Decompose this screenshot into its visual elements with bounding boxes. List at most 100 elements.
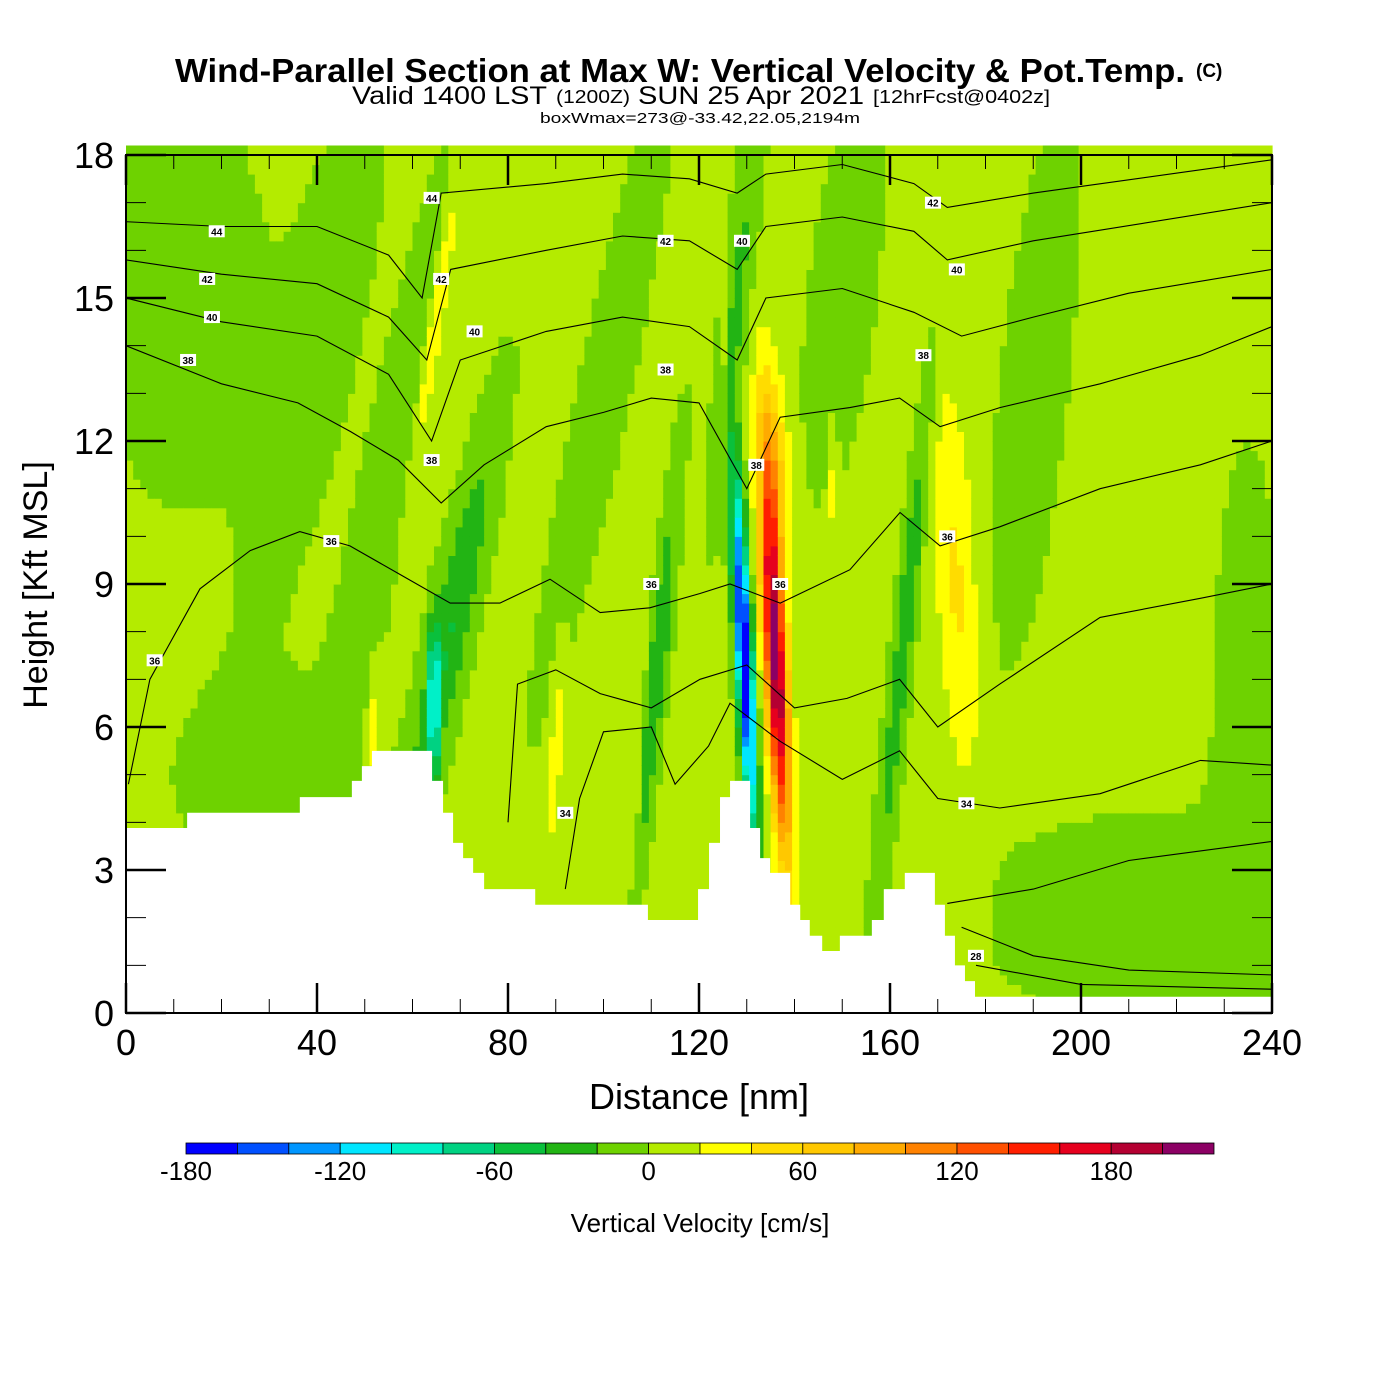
velocity-cell xyxy=(412,679,421,690)
velocity-cell xyxy=(469,679,478,690)
velocity-cell xyxy=(419,593,428,604)
velocity-cell xyxy=(484,383,492,394)
velocity-cell xyxy=(369,298,378,309)
velocity-cell xyxy=(398,717,406,728)
velocity-cell xyxy=(441,183,449,194)
velocity-cell xyxy=(326,155,335,166)
velocity-cell xyxy=(333,507,342,518)
velocity-cell xyxy=(233,584,242,595)
velocity-cell xyxy=(140,593,149,604)
velocity-cell xyxy=(419,250,428,261)
velocity-cell xyxy=(126,717,134,728)
velocity-cell xyxy=(154,564,163,575)
velocity-cell xyxy=(197,746,206,757)
velocity-cell xyxy=(176,717,184,728)
velocity-cell xyxy=(326,421,335,432)
velocity-cell xyxy=(240,336,249,347)
velocity-cell xyxy=(491,364,500,375)
velocity-cell xyxy=(161,240,170,251)
velocity-cell xyxy=(491,765,500,776)
velocity-cell xyxy=(183,727,192,738)
velocity-cell xyxy=(226,631,235,642)
velocity-cell xyxy=(297,364,306,375)
velocity-cell xyxy=(305,650,313,661)
velocity-cell xyxy=(176,240,184,251)
velocity-cell xyxy=(455,688,464,699)
velocity-cell xyxy=(297,164,306,175)
velocity-cell xyxy=(462,479,471,490)
velocity-cell xyxy=(419,374,428,385)
velocity-cell xyxy=(262,574,270,585)
velocity-cell xyxy=(491,698,500,709)
velocity-cell xyxy=(312,660,320,671)
velocity-cell xyxy=(477,336,485,347)
velocity-cell xyxy=(491,421,500,432)
velocity-cell xyxy=(154,669,163,680)
velocity-cell xyxy=(190,746,199,757)
velocity-cell xyxy=(491,727,500,738)
velocity-cell xyxy=(340,317,349,328)
velocity-cell xyxy=(419,727,428,738)
velocity-cell xyxy=(211,526,220,537)
velocity-cell xyxy=(204,793,213,804)
velocity-cell xyxy=(269,421,278,432)
velocity-cell xyxy=(147,307,156,318)
velocity-cell xyxy=(348,364,356,375)
velocity-cell xyxy=(211,212,220,223)
velocity-cell xyxy=(190,784,199,795)
velocity-cell xyxy=(226,536,235,547)
velocity-cell xyxy=(133,288,141,299)
velocity-cell xyxy=(283,174,292,185)
velocity-cell xyxy=(412,669,421,680)
velocity-cell xyxy=(462,755,471,766)
velocity-cell xyxy=(505,584,514,595)
velocity-cell xyxy=(262,364,270,375)
velocity-cell xyxy=(333,679,342,690)
velocity-cell xyxy=(297,355,306,366)
velocity-cell xyxy=(362,231,371,242)
velocity-cell xyxy=(398,641,406,652)
velocity-cell xyxy=(491,231,500,242)
velocity-cell xyxy=(340,193,349,204)
velocity-cell xyxy=(290,240,299,251)
velocity-cell xyxy=(333,250,342,261)
velocity-cell xyxy=(376,421,385,432)
velocity-cell xyxy=(140,479,149,490)
velocity-cell xyxy=(469,812,478,823)
velocity-cell xyxy=(477,860,485,871)
velocity-cell xyxy=(391,336,399,347)
velocity-cell xyxy=(240,660,249,671)
velocity-cell xyxy=(333,564,342,575)
velocity-cell xyxy=(391,698,399,709)
velocity-cell xyxy=(448,746,457,757)
velocity-cell xyxy=(333,669,342,680)
velocity-cell xyxy=(312,336,320,347)
velocity-cell xyxy=(462,688,471,699)
velocity-cell xyxy=(312,383,320,394)
velocity-cell xyxy=(455,574,464,585)
velocity-cell xyxy=(419,698,428,709)
velocity-cell xyxy=(176,631,184,642)
velocity-cell xyxy=(455,784,464,795)
velocity-cell xyxy=(391,383,399,394)
velocity-cell xyxy=(455,345,464,356)
velocity-cell xyxy=(448,259,457,270)
velocity-cell xyxy=(348,259,356,270)
velocity-cell xyxy=(505,631,514,642)
velocity-cell xyxy=(147,784,156,795)
velocity-cell xyxy=(419,298,428,309)
velocity-cell xyxy=(269,336,278,347)
velocity-cell xyxy=(276,317,285,328)
velocity-cell xyxy=(219,688,227,699)
velocity-cell xyxy=(133,688,141,699)
velocity-cell xyxy=(512,812,521,823)
velocity-cell xyxy=(233,402,242,413)
velocity-cell xyxy=(161,822,170,833)
velocity-cell xyxy=(183,183,192,194)
velocity-cell xyxy=(154,679,163,690)
velocity-cell xyxy=(147,431,156,442)
velocity-cell xyxy=(240,421,249,432)
velocity-cell xyxy=(412,631,421,642)
velocity-cell xyxy=(269,164,278,175)
velocity-cell xyxy=(226,364,235,375)
